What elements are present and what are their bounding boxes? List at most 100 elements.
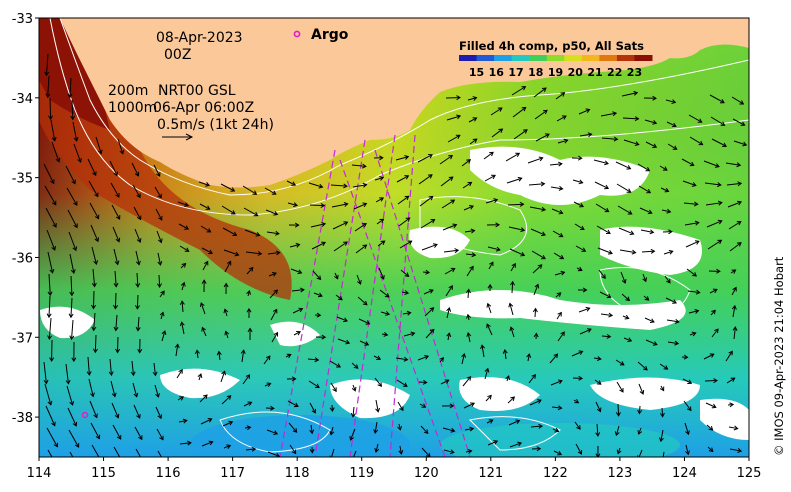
current-vector <box>685 240 700 248</box>
current-vector <box>729 242 742 252</box>
current-vector <box>311 242 326 250</box>
current-vector-head <box>291 376 297 382</box>
x-tick-label: 117 <box>220 466 245 481</box>
current-vector <box>45 405 56 426</box>
current-vector-head <box>714 328 719 334</box>
current-vector-head <box>732 286 737 292</box>
current-vector-head <box>544 133 550 138</box>
current-vector-head <box>557 311 562 317</box>
current-vector-head <box>606 293 612 299</box>
current-vector <box>531 250 546 260</box>
argo-legend-label: Argo <box>311 27 349 43</box>
current-vector-head <box>364 341 370 346</box>
current-vector <box>599 291 611 298</box>
current-vector-head <box>406 310 412 316</box>
current-vector-head <box>208 249 214 255</box>
current-vector-head <box>432 243 438 248</box>
current-vector <box>336 316 348 322</box>
current-vector <box>179 245 189 252</box>
current-vector <box>375 399 379 412</box>
current-vector-head <box>226 444 232 449</box>
current-vector <box>666 319 679 323</box>
current-vector-head <box>247 401 253 406</box>
current-vector-head <box>232 231 238 236</box>
current-vector <box>154 384 159 398</box>
current-vector-head <box>223 282 229 288</box>
current-vector-head <box>226 395 232 400</box>
current-vector <box>527 353 530 362</box>
current-vector-head <box>47 400 53 406</box>
current-vector-head <box>94 192 99 198</box>
current-vector <box>682 378 692 384</box>
current-vector-head <box>91 282 97 288</box>
current-vector-head <box>296 331 301 336</box>
current-vector <box>92 268 96 287</box>
current-vector <box>463 205 474 211</box>
current-vector <box>447 134 461 143</box>
current-vector <box>575 443 582 455</box>
current-vector <box>440 176 454 187</box>
current-vector-head <box>560 92 566 97</box>
current-vector-head <box>403 356 409 362</box>
current-vector-head <box>538 423 544 429</box>
current-vector <box>357 296 368 306</box>
current-vector <box>200 418 212 425</box>
current-vector <box>131 162 139 177</box>
current-vector-head <box>136 193 141 199</box>
current-vector-head <box>136 413 141 419</box>
current-vector <box>397 195 409 205</box>
current-vector <box>223 445 231 449</box>
current-vector-head <box>224 330 230 336</box>
current-vector <box>68 429 80 448</box>
current-vector <box>356 274 362 285</box>
colorbar-segment <box>546 55 565 61</box>
colorbar: Filled 4h comp, p50, All Sats 15 16 17 18 19… <box>459 39 653 79</box>
current-vector-head <box>343 241 348 246</box>
current-vector <box>309 204 325 207</box>
current-vector <box>638 383 644 395</box>
current-vector <box>706 424 713 431</box>
current-vector <box>600 112 617 117</box>
current-vector-head <box>320 203 326 208</box>
colorbar-tick-label: 16 <box>489 66 505 79</box>
current-vector <box>307 358 319 361</box>
current-vector <box>201 327 207 337</box>
current-vector <box>286 180 296 186</box>
current-vector-head <box>246 289 251 295</box>
colorbar-segment <box>459 55 478 61</box>
current-vector-head <box>51 136 57 142</box>
current-vector <box>530 425 543 428</box>
current-vector <box>402 312 411 315</box>
current-vector-head <box>70 115 76 121</box>
current-vector <box>643 295 649 301</box>
current-vector-head <box>613 136 619 142</box>
current-vector-head <box>94 237 100 243</box>
x-tick-label: 121 <box>478 466 503 481</box>
current-vector <box>466 266 474 277</box>
current-vector-head <box>286 353 292 359</box>
current-vector <box>177 396 184 401</box>
current-vector-head <box>604 160 609 166</box>
current-vector-head <box>541 87 547 92</box>
current-vector-head <box>69 400 75 406</box>
current-vector-head <box>321 334 327 340</box>
current-vector <box>682 180 696 186</box>
colorbar-segment <box>581 55 600 61</box>
current-vector-head <box>115 348 121 354</box>
current-vector-head <box>77 157 82 163</box>
current-vector <box>94 334 97 353</box>
current-vector-head <box>377 382 383 387</box>
current-vector-head <box>732 326 738 331</box>
current-vector <box>200 225 211 233</box>
current-vector <box>729 448 742 452</box>
current-vector-head <box>266 382 272 387</box>
colorbar-segment <box>476 55 495 61</box>
current-vector <box>89 202 100 219</box>
current-vector <box>444 268 455 275</box>
current-vector-head <box>674 318 680 324</box>
current-vector-head <box>72 246 78 252</box>
current-vector-head <box>351 386 357 392</box>
current-vector <box>134 228 141 243</box>
current-vector <box>468 117 477 123</box>
current-vector <box>72 121 78 141</box>
